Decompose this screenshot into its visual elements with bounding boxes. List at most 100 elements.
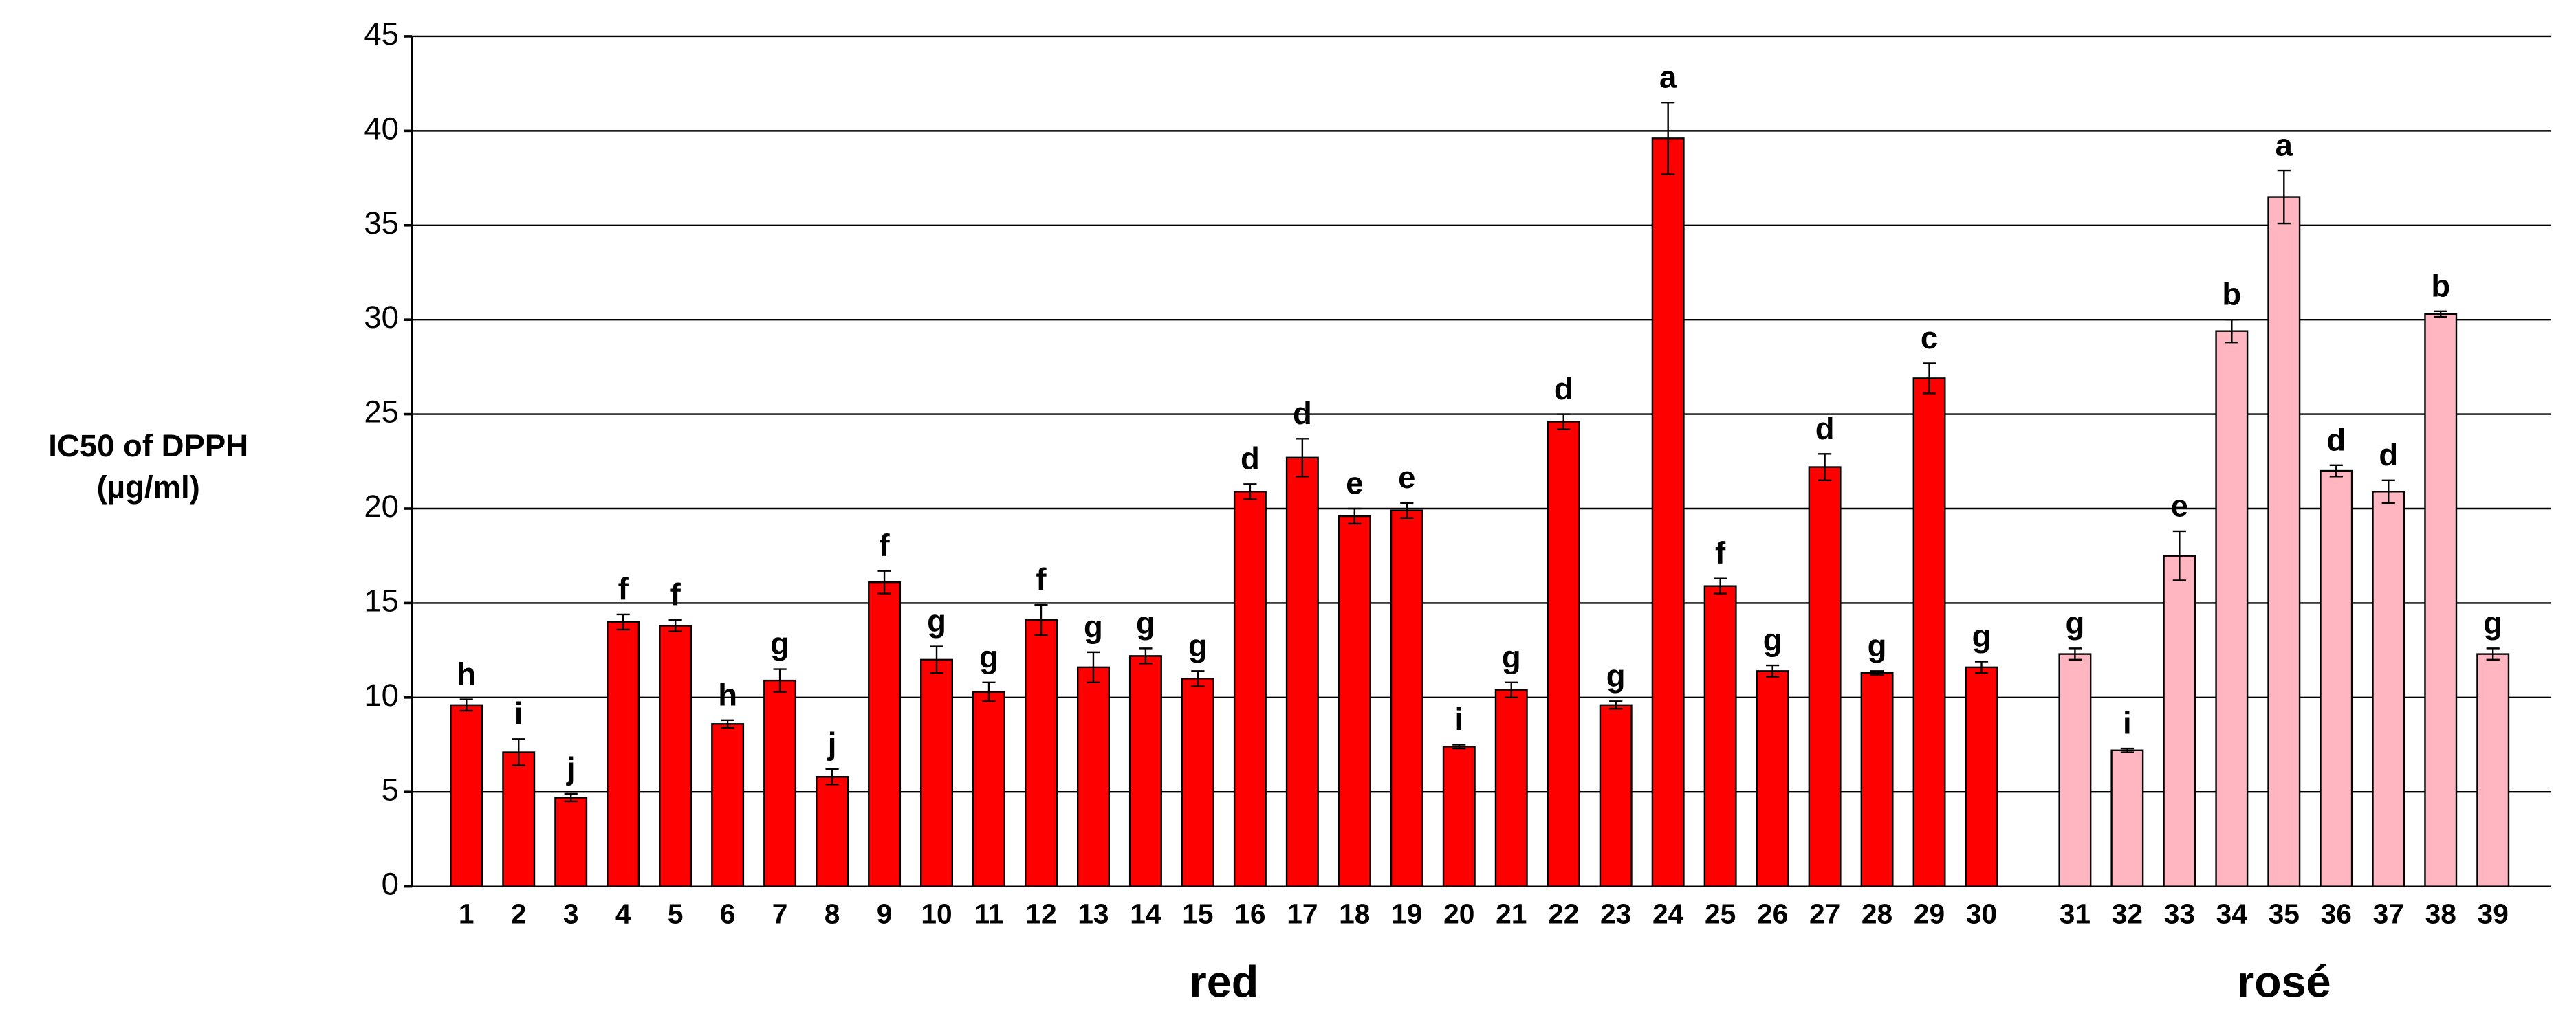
bar — [502, 751, 536, 887]
error-bar — [1400, 502, 1414, 519]
x-tick-label: 14 — [1130, 898, 1161, 930]
error-bar — [1557, 413, 1571, 430]
error-bar — [1087, 651, 1100, 684]
y-tick-label: 35 — [364, 206, 399, 241]
bar — [450, 704, 483, 887]
significance-letter: g — [1606, 658, 1626, 694]
y-tick-label: 20 — [364, 489, 399, 524]
x-tick-label: 37 — [2373, 898, 2404, 930]
error-bar — [877, 570, 891, 595]
significance-letter: c — [1921, 320, 1938, 355]
bar — [554, 797, 588, 887]
x-tick-label: 2 — [511, 898, 527, 930]
x-tick-label: 21 — [1496, 898, 1527, 930]
error-bar — [2225, 318, 2238, 344]
y-axis-label: IC50 of DPPH — [48, 428, 248, 463]
x-tick-label: 29 — [1914, 898, 1945, 930]
bar — [2372, 491, 2405, 887]
significance-letter: d — [1815, 411, 1835, 446]
error-bar — [1766, 664, 1780, 678]
bar — [2424, 313, 2458, 887]
error-bar — [2277, 169, 2291, 225]
significance-letter: j — [827, 727, 837, 762]
x-tick-label: 11 — [974, 898, 1003, 930]
x-tick-label: 34 — [2216, 898, 2248, 930]
significance-letter: g — [1868, 628, 1887, 663]
error-bar — [721, 719, 734, 729]
y-tick-label: 45 — [364, 16, 399, 52]
x-tick-label: 4 — [615, 898, 631, 930]
error-bar — [512, 738, 525, 766]
x-tick-label: 13 — [1078, 898, 1109, 930]
significance-letter: e — [1346, 465, 1363, 500]
significance-letter: d — [2326, 422, 2346, 457]
bar — [1181, 678, 1214, 887]
error-bar — [2068, 647, 2082, 661]
error-bar — [616, 613, 630, 631]
x-tick-label: 36 — [2321, 898, 2352, 930]
significance-letter: g — [1763, 623, 1782, 658]
bar — [1547, 421, 1580, 887]
error-bar — [2434, 310, 2447, 318]
x-tick-label: 10 — [921, 898, 952, 930]
bar — [1756, 670, 1789, 887]
error-bar — [773, 668, 787, 693]
error-bar — [1139, 647, 1153, 665]
error-bar — [825, 768, 839, 786]
x-tick-label: 26 — [1757, 898, 1788, 930]
x-tick-label: 3 — [563, 898, 579, 930]
error-bar — [1452, 744, 1466, 750]
error-bar — [1609, 700, 1623, 710]
bar — [1338, 515, 1371, 887]
bar — [607, 621, 640, 887]
x-tick-label: 30 — [1966, 898, 1997, 930]
bar — [920, 658, 953, 887]
significance-letter: g — [1136, 606, 1155, 641]
bar — [659, 625, 692, 887]
x-tick-label: 31 — [2060, 898, 2091, 930]
error-bar — [1661, 101, 1675, 175]
error-bar — [1870, 670, 1884, 676]
x-tick-label: 15 — [1182, 898, 1213, 930]
x-tick-label: 7 — [772, 898, 788, 930]
bar — [2320, 469, 2353, 887]
x-tick-label: 38 — [2425, 898, 2456, 930]
bar — [816, 776, 849, 887]
bar — [2215, 330, 2249, 887]
significance-letter: g — [1084, 609, 1103, 644]
significance-letter: h — [457, 656, 476, 691]
significance-letter: g — [927, 603, 946, 639]
significance-letter: i — [514, 696, 523, 731]
significance-letter: g — [2066, 606, 2085, 641]
x-tick-label: 5 — [668, 898, 684, 930]
significance-letter: b — [2431, 268, 2450, 303]
bar — [1494, 689, 1528, 887]
bar — [1599, 704, 1633, 887]
significance-letter: f — [1715, 535, 1726, 570]
significance-letter: g — [1502, 639, 1521, 674]
y-tick-label: 25 — [364, 395, 399, 430]
y-tick-label: 40 — [364, 111, 399, 146]
significance-letter: g — [2483, 606, 2502, 641]
bar — [763, 679, 797, 887]
error-bar — [1296, 438, 1309, 478]
error-bar — [2486, 647, 2500, 661]
significance-letter: d — [1554, 371, 1573, 406]
x-tick-label: 18 — [1339, 898, 1370, 930]
bar — [1233, 491, 1267, 887]
significance-letter: j — [566, 751, 576, 786]
x-tick-label: 6 — [720, 898, 736, 930]
error-bar — [982, 681, 996, 702]
x-tick-label: 19 — [1391, 898, 1422, 930]
significance-letter: f — [1036, 562, 1047, 597]
error-bar — [668, 619, 682, 632]
x-tick-label: 35 — [2269, 898, 2300, 930]
error-bar — [930, 645, 943, 674]
x-tick-label: 23 — [1600, 898, 1631, 930]
significance-letter: i — [2123, 706, 2132, 741]
error-bar — [1974, 661, 1989, 674]
significance-letter: h — [718, 677, 737, 712]
error-bar — [1505, 681, 1518, 699]
error-bar — [2120, 747, 2134, 753]
bar — [2267, 196, 2301, 887]
